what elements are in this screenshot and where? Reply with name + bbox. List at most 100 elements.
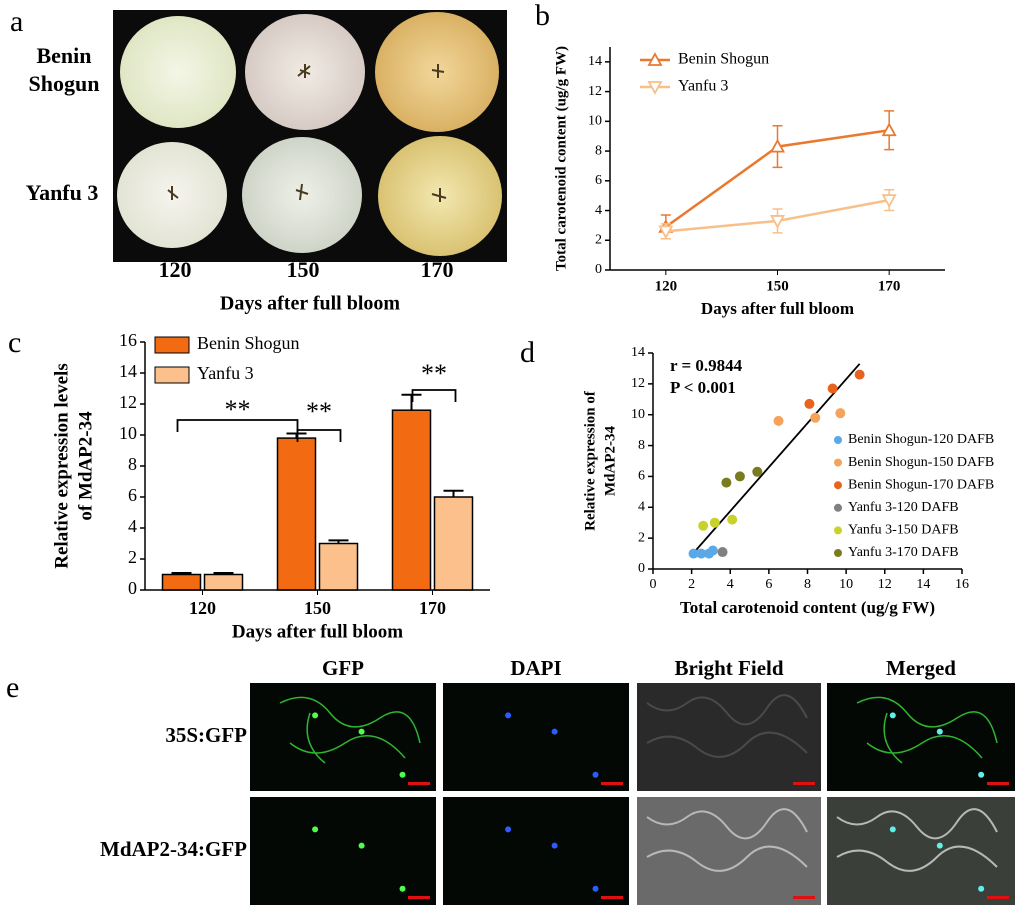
point xyxy=(752,466,763,477)
point xyxy=(727,514,738,525)
legend-label: Benin Shogun xyxy=(678,51,769,68)
bar xyxy=(161,573,202,591)
nucleus xyxy=(551,728,558,735)
nucleus xyxy=(889,712,896,719)
legend-marker xyxy=(834,526,842,535)
x-axis-title: Days after full bloom xyxy=(220,293,401,315)
point xyxy=(827,383,838,394)
micrograph xyxy=(443,797,629,905)
y-tick-label: 12 xyxy=(588,84,602,99)
nucleus xyxy=(358,842,365,849)
x-tick-label: 150 xyxy=(766,278,789,294)
y-tick-label: 4 xyxy=(638,500,645,515)
column-label: Bright Field xyxy=(674,656,783,680)
point xyxy=(721,477,732,488)
bar xyxy=(203,573,244,591)
column-label: 170 xyxy=(421,257,454,282)
nucleus xyxy=(505,826,512,833)
y-tick-label: 6 xyxy=(638,469,645,484)
y-tick-label: 4 xyxy=(128,516,137,536)
marker xyxy=(881,122,897,137)
bar xyxy=(276,437,317,591)
error-bar xyxy=(401,393,422,411)
micrograph xyxy=(250,683,436,791)
point xyxy=(688,548,699,559)
legend-label: Benin Shogun-120 DAFB xyxy=(848,432,994,447)
point xyxy=(717,547,728,558)
y-tick-label: 10 xyxy=(631,407,645,422)
nucleus xyxy=(978,771,985,778)
cell-texture xyxy=(646,694,808,758)
y-tick-label: 6 xyxy=(128,485,137,505)
legend-label: Yanfu 3-150 DAFB xyxy=(848,523,959,538)
point xyxy=(773,415,784,426)
y-tick-label: 2 xyxy=(595,232,602,247)
microscopy: GFP DAPI Bright Field Merged 35S:GFP MdAP2-34… xyxy=(100,656,1015,905)
legend-marker xyxy=(834,549,842,557)
scale-bar xyxy=(601,782,623,785)
nucleus xyxy=(312,826,319,833)
y-tick-label: 0 xyxy=(128,578,137,598)
x-tick-label: 2 xyxy=(688,577,695,592)
x-tick-label: 10 xyxy=(839,577,853,592)
point xyxy=(734,471,745,482)
legend-marker xyxy=(834,503,842,512)
annotation: P < 0.001 xyxy=(670,378,736,397)
scale-bar xyxy=(408,896,430,899)
panel-label: c xyxy=(8,326,21,359)
marker xyxy=(658,225,674,240)
bar xyxy=(433,496,474,591)
scale-bar xyxy=(601,896,623,899)
apple-cores xyxy=(167,64,447,202)
x-axis-title: Total carotenoid content (ug/g FW) xyxy=(680,598,935,617)
x-tick-label: 0 xyxy=(650,577,657,592)
x-axis-title: Days after full bloom xyxy=(232,621,403,642)
legend-marker xyxy=(647,81,663,95)
legend-label: Yanfu 3-170 DAFB xyxy=(848,545,959,560)
nucleus xyxy=(889,826,896,833)
legend-swatch xyxy=(154,336,190,354)
row-label-line: Benin xyxy=(36,43,91,68)
row-label: Benin Shogun xyxy=(29,43,100,96)
panel-label: e xyxy=(6,671,19,704)
scale-bar xyxy=(793,782,815,785)
bar xyxy=(318,542,359,591)
row-label-line: Shogun xyxy=(29,71,100,96)
y-tick-label: 14 xyxy=(631,345,645,360)
point xyxy=(709,517,720,528)
nucleus xyxy=(358,728,365,735)
marker xyxy=(769,138,786,153)
y-tick-label: 10 xyxy=(119,423,137,443)
y-axis-title: Relative expression of xyxy=(582,390,598,531)
column-label: DAPI xyxy=(510,656,561,680)
nucleus xyxy=(592,885,599,892)
cell-outline xyxy=(856,696,998,764)
cell-outline xyxy=(279,696,421,764)
y-tick-label: 0 xyxy=(595,262,602,277)
nucleus xyxy=(399,771,406,778)
significance-bracket xyxy=(176,419,299,432)
annotation: r = 0.9844 xyxy=(670,356,743,375)
scale-bar xyxy=(987,782,1009,785)
legend-label: Benin Shogun-170 DAFB xyxy=(848,477,994,492)
x-tick-label: 150 xyxy=(304,598,331,618)
cell-texture xyxy=(646,808,808,872)
x-tick-label: 8 xyxy=(804,577,811,592)
legend-label: Benin Shogun-150 DAFB xyxy=(848,455,994,470)
x-tick-label: 4 xyxy=(727,577,734,592)
column-label: 120 xyxy=(159,257,192,282)
significance-label: ** xyxy=(421,359,447,388)
y-tick-label: 2 xyxy=(638,530,645,545)
scale-bar xyxy=(987,896,1009,899)
point xyxy=(698,520,709,531)
y-tick-label: 8 xyxy=(128,454,137,474)
marker xyxy=(769,215,786,229)
nucleus xyxy=(936,728,943,735)
panel-label: a xyxy=(10,5,23,38)
y-tick-label: 8 xyxy=(595,143,602,158)
significance-label: ** xyxy=(225,395,251,424)
cell-texture xyxy=(836,808,998,872)
scale-bar xyxy=(793,896,815,899)
apple-slice xyxy=(120,16,236,128)
